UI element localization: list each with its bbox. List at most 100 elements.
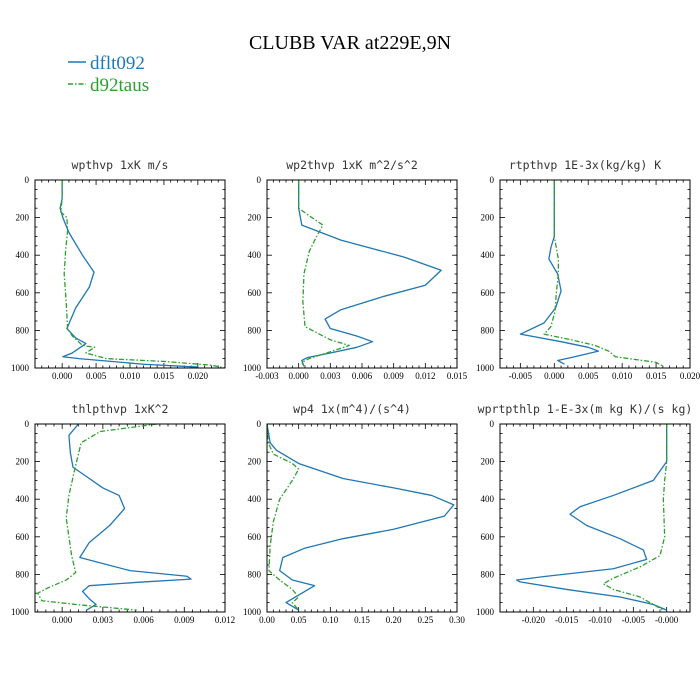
x-tick-label: 0.000 (52, 615, 73, 625)
x-tick-label: 0.005 (86, 371, 107, 381)
x-tick-label: 0.015 (646, 371, 667, 381)
y-tick-label: 0 (257, 419, 262, 429)
x-tick-label: 0.05 (291, 615, 307, 625)
x-tick-label: -0.005 (509, 371, 533, 381)
panel-frame (266, 423, 458, 613)
y-tick-label: 600 (16, 532, 30, 542)
x-tick-label: 0.25 (417, 615, 433, 625)
panel-4: thlpthvp 1xK^2 0.000 0.003 0.006 0.009 0.012 0… (11, 402, 235, 625)
x-tick-label: 0.003 (320, 371, 341, 381)
panel-title: wprtpthlp 1-E-3x(m kg K)/(s kg) (478, 402, 693, 416)
y-tick-label: 0 (490, 175, 495, 185)
panel-6: wprtpthlp 1-E-3x(m kg K)/(s kg) -0.020 -0.… (476, 402, 692, 625)
panel-title: wpthvp 1xK m/s (72, 158, 169, 172)
x-tick-label: 0.012 (215, 615, 235, 625)
series-line-dflt092 (267, 424, 455, 611)
y-tick-label: 800 (16, 569, 30, 579)
x-tick-label: 0.006 (352, 371, 373, 381)
x-tick-label: 0.010 (120, 371, 141, 381)
y-tick-label: 0 (25, 175, 30, 185)
panel-title: wp2thvp 1xK m^2/s^2 (286, 158, 418, 172)
series-line-d92taus (298, 180, 350, 367)
legend: dflt092 d92taus (68, 53, 149, 96)
x-tick-label: 0.003 (93, 615, 114, 625)
panel-frame (266, 179, 458, 369)
panel-2: wp2thvp 1xK m^2/s^2 -0.003 0.000 0.003 0.006… (243, 158, 468, 381)
y-tick-label: 1000 (243, 607, 262, 617)
x-tick-label: 0.000 (544, 371, 565, 381)
y-tick-label: 800 (16, 325, 30, 335)
x-tick-label: 0.10 (322, 615, 338, 625)
x-tick-label: -0.003 (255, 371, 279, 381)
x-tick-label: 0.30 (449, 615, 465, 625)
y-tick-label: 200 (248, 213, 262, 223)
x-tick-label: 0.009 (384, 371, 405, 381)
series-line-dflt092 (68, 424, 192, 611)
series-line-dflt092 (59, 180, 198, 368)
y-tick-label: 0 (25, 419, 30, 429)
series-line-dflt092 (298, 180, 442, 367)
y-tick-label: 1000 (476, 363, 495, 373)
series-line-dflt092 (519, 180, 600, 365)
y-tick-label: 0 (257, 175, 262, 185)
panel-frame (499, 179, 691, 369)
x-tick-label: 0.012 (415, 371, 435, 381)
panel-title: thlpthvp 1xK^2 (72, 402, 169, 416)
y-tick-label: 200 (481, 457, 495, 467)
y-tick-label: 1000 (11, 363, 30, 373)
x-tick-label: -0.005 (622, 615, 646, 625)
series-line-dflt092 (516, 424, 668, 611)
series-line-d92taus (37, 424, 158, 611)
x-tick-label: 0.015 (447, 371, 468, 381)
y-tick-label: 800 (248, 325, 262, 335)
x-tick-label: 0.020 (188, 371, 209, 381)
y-tick-label: 400 (248, 250, 262, 260)
panel-5: wp4 1x(m^4)/(s^4) 0.00 0.05 0.10 0.15 0.20 0.2… (243, 402, 465, 625)
chart-panels: wpthvp 1xK m/s0.000 0.005 0.010 0.015 0.0200… (11, 158, 700, 625)
y-tick-label: 0 (490, 419, 495, 429)
y-tick-label: 200 (481, 213, 495, 223)
x-tick-label: 0.005 (578, 371, 599, 381)
y-tick-label: 400 (481, 494, 495, 504)
y-tick-label: 400 (248, 494, 262, 504)
panel-frame (34, 423, 226, 613)
y-tick-label: 400 (481, 250, 495, 260)
x-tick-label: 0.20 (386, 615, 402, 625)
x-tick-label: 0.15 (354, 615, 370, 625)
y-tick-label: 600 (481, 532, 495, 542)
y-tick-label: 800 (481, 325, 495, 335)
series-line-d92taus (543, 180, 664, 367)
y-tick-label: 600 (248, 288, 262, 298)
panel-frame (34, 179, 226, 369)
x-tick-label: 0.006 (133, 615, 154, 625)
y-tick-label: 800 (248, 569, 262, 579)
panel-frame (499, 423, 691, 613)
series-line-d92taus (602, 424, 668, 611)
x-tick-label: 0.015 (154, 371, 175, 381)
x-tick-label: 0.009 (174, 615, 195, 625)
y-tick-label: 1000 (243, 363, 262, 373)
y-tick-label: 1000 (11, 607, 30, 617)
x-tick-label: 0.00 (259, 615, 275, 625)
x-tick-label: 0.000 (289, 371, 310, 381)
legend-label-dflt092: dflt092 (90, 53, 145, 74)
y-tick-label: 200 (16, 457, 30, 467)
x-tick-label: -0.010 (588, 615, 612, 625)
panel-3: rtpthvp 1E-3x(kg/kg) K -0.005 0.000 0.005 0.… (476, 158, 700, 381)
panel-1: wpthvp 1xK m/s 0.000 0.005 0.010 0.015 0.020 0… (11, 158, 226, 381)
x-tick-label: -0.000 (655, 615, 679, 625)
figure-title: CLUBB VAR at229E,9N (249, 32, 451, 54)
series-line-d92taus (267, 424, 300, 611)
y-tick-label: 600 (481, 288, 495, 298)
x-tick-label: -0.015 (555, 615, 579, 625)
series-line-d92taus (60, 180, 225, 368)
y-tick-label: 200 (16, 213, 30, 223)
x-tick-label: 0.020 (680, 371, 700, 381)
x-tick-label: 0.000 (52, 371, 73, 381)
y-tick-label: 800 (481, 569, 495, 579)
y-tick-label: 400 (16, 494, 30, 504)
x-tick-label: 0.010 (612, 371, 633, 381)
x-tick-label: -0.020 (522, 615, 546, 625)
panel-title: wp4 1x(m^4)/(s^4) (293, 402, 411, 416)
